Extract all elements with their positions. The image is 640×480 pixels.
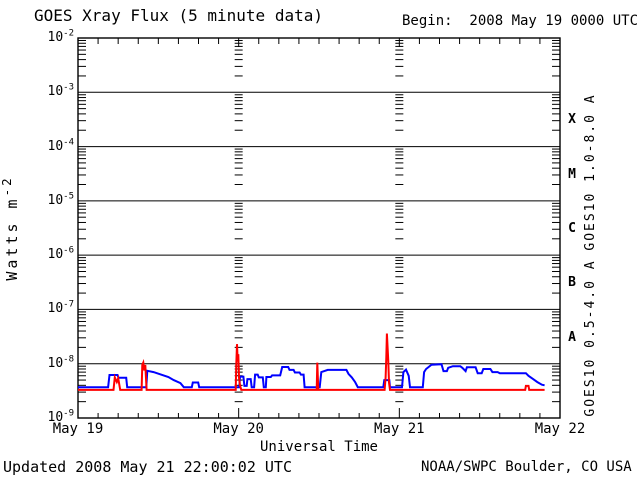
flux-class-letter-c: C <box>568 221 576 236</box>
source-attribution: NOAA/SWPC Boulder, CO USA <box>421 459 632 475</box>
flux-class-letter-x: X <box>568 112 576 128</box>
x-axis-tick-label: May 19 <box>52 421 104 437</box>
x-axis-title: Universal Time <box>259 439 378 455</box>
series-goes10-1-0-8-0-a <box>78 333 545 391</box>
y-axis-tick-label: 10-2 <box>47 28 75 45</box>
x-axis-tick-label: May 21 <box>374 421 425 437</box>
x-axis-tick-label: May 22 <box>534 421 586 437</box>
flux-class-letter-a: A <box>568 329 576 345</box>
y-axis-tick-label: 10-6 <box>47 245 75 263</box>
y-axis-tick-label: 10-9 <box>47 408 75 425</box>
chart-title: GOES Xray Flux (5 minute data) <box>34 6 323 25</box>
flux-class-letter-b: B <box>568 275 576 291</box>
series-goes10-0-5-4-0-a <box>78 363 545 389</box>
y-axis-tick-label: 10-3 <box>47 82 75 100</box>
y-axis-tick-label: 10-8 <box>47 354 75 371</box>
updated-timestamp: Updated 2008 May 21 22:00:02 UTC <box>3 458 292 476</box>
y-axis-tick-label: 10-5 <box>47 191 75 208</box>
legend-goes10-long-channel: GOES10 1.0-8.0 A <box>583 93 598 251</box>
y-axis-tick-label: 10-7 <box>47 300 75 317</box>
legend-goes10-short-channel: GOES10 0.5-4.0 A <box>583 259 598 417</box>
begin-timestamp: Begin: 2008 May 19 0000 UTC <box>402 13 639 29</box>
x-axis-tick-label: May 20 <box>213 421 264 437</box>
y-axis-tick-label: 10-4 <box>47 137 75 154</box>
flux-class-letter-m: M <box>568 166 576 182</box>
